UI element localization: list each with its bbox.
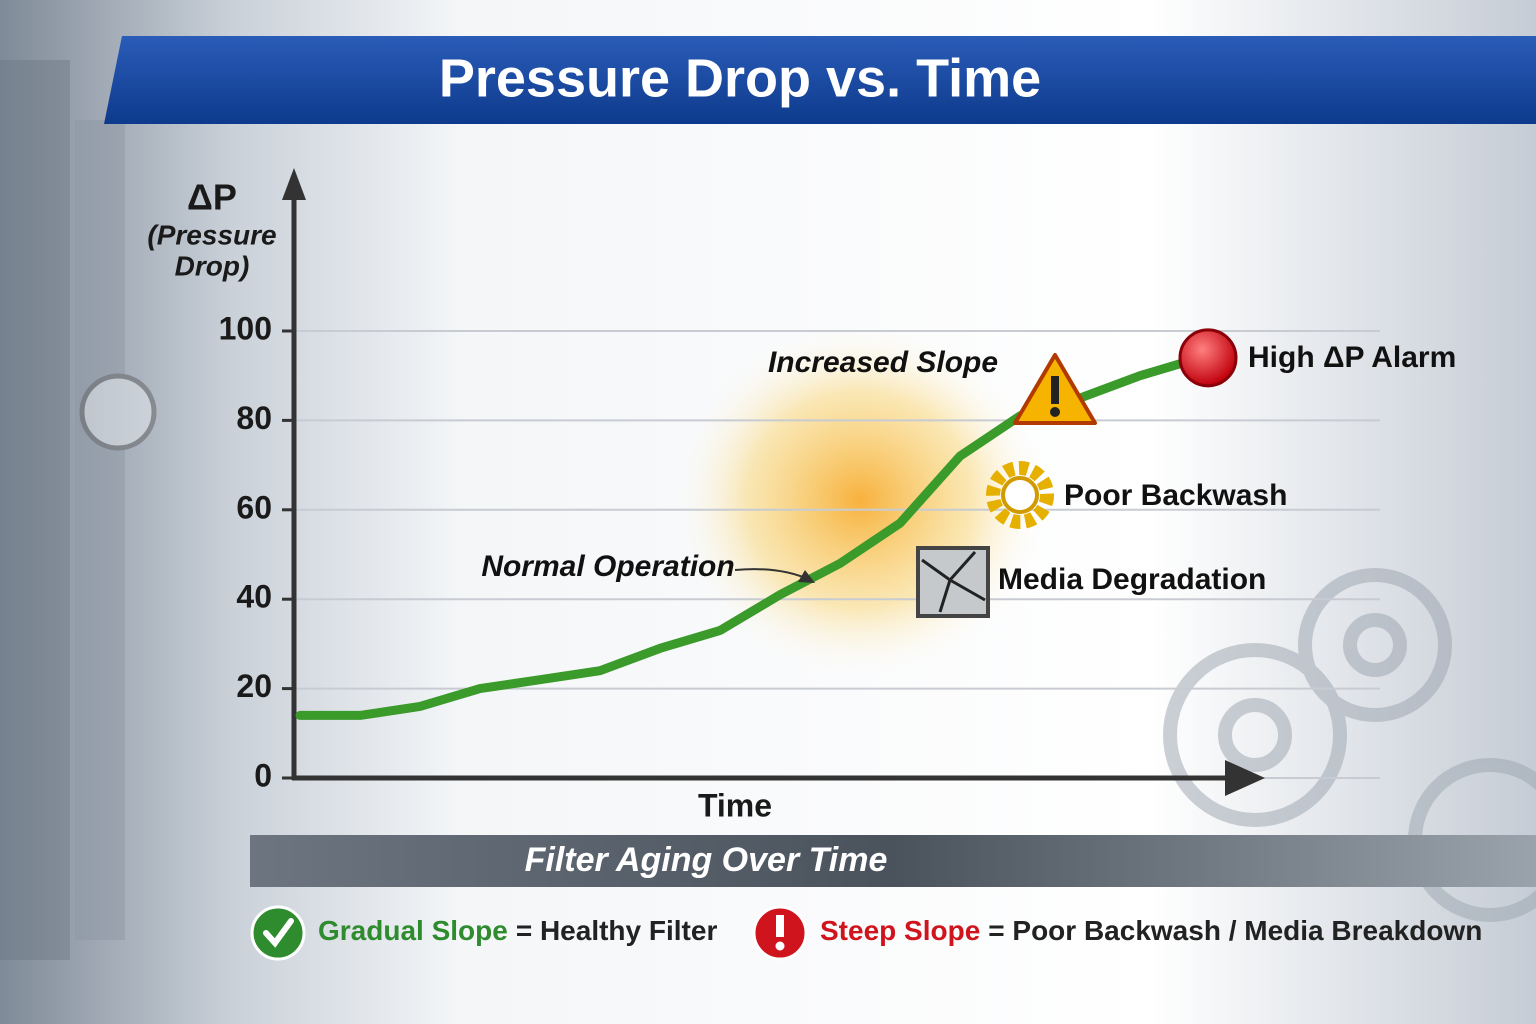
legend-text: Steep Slope = Poor Backwash / Media Break… (820, 915, 1482, 946)
y-axis-label: (Pressure (147, 219, 276, 250)
y-tick-label: 60 (236, 489, 272, 525)
y-tick-label: 100 (219, 310, 272, 346)
legend-meaning: = Poor Backwash / Media Breakdown (988, 915, 1482, 946)
title-banner (104, 36, 1536, 124)
y-tick-label: 0 (254, 757, 272, 793)
warning-mark (1051, 376, 1059, 404)
y-axis-arrow (282, 168, 306, 200)
legend-meaning: = Healthy Filter (516, 915, 718, 946)
y-tick-label: 20 (236, 668, 272, 704)
x-axis-arrow (1225, 760, 1265, 796)
media-cracks (921, 551, 986, 613)
y-axis-label: ΔP (187, 177, 237, 218)
legend-icon (250, 905, 306, 961)
annotation: Media Degradation (998, 563, 1266, 596)
footer-bar (250, 835, 1536, 887)
decor-pipes (0, 60, 157, 960)
exclaim-dot (775, 941, 785, 951)
annotation: High ΔP Alarm (1248, 341, 1456, 374)
y-tick-label: 80 (236, 400, 272, 436)
gear-icon (986, 461, 1054, 529)
annotation: Normal Operation (481, 550, 734, 583)
legend-term: Steep Slope (820, 915, 980, 946)
check-mark (263, 918, 294, 948)
annotation: Poor Backwash (1064, 479, 1287, 512)
chart-title: Pressure Drop vs. Time (439, 48, 1041, 108)
footer-text: Filter Aging Over Time (525, 841, 888, 879)
gear-inner (1001, 476, 1039, 514)
legend-text: Gradual Slope = Healthy Filter (318, 915, 717, 946)
annotation: Increased Slope (768, 346, 998, 379)
pointer-head (798, 570, 815, 583)
y-tick-label: 40 (236, 579, 272, 615)
warning-dot (1050, 407, 1060, 417)
y-axis-label: Drop) (175, 250, 250, 281)
alarm-marker (1178, 328, 1238, 388)
exclaim-bar (776, 915, 784, 937)
x-axis-label: Time (698, 787, 772, 823)
legend-term: Gradual Slope (318, 915, 508, 946)
